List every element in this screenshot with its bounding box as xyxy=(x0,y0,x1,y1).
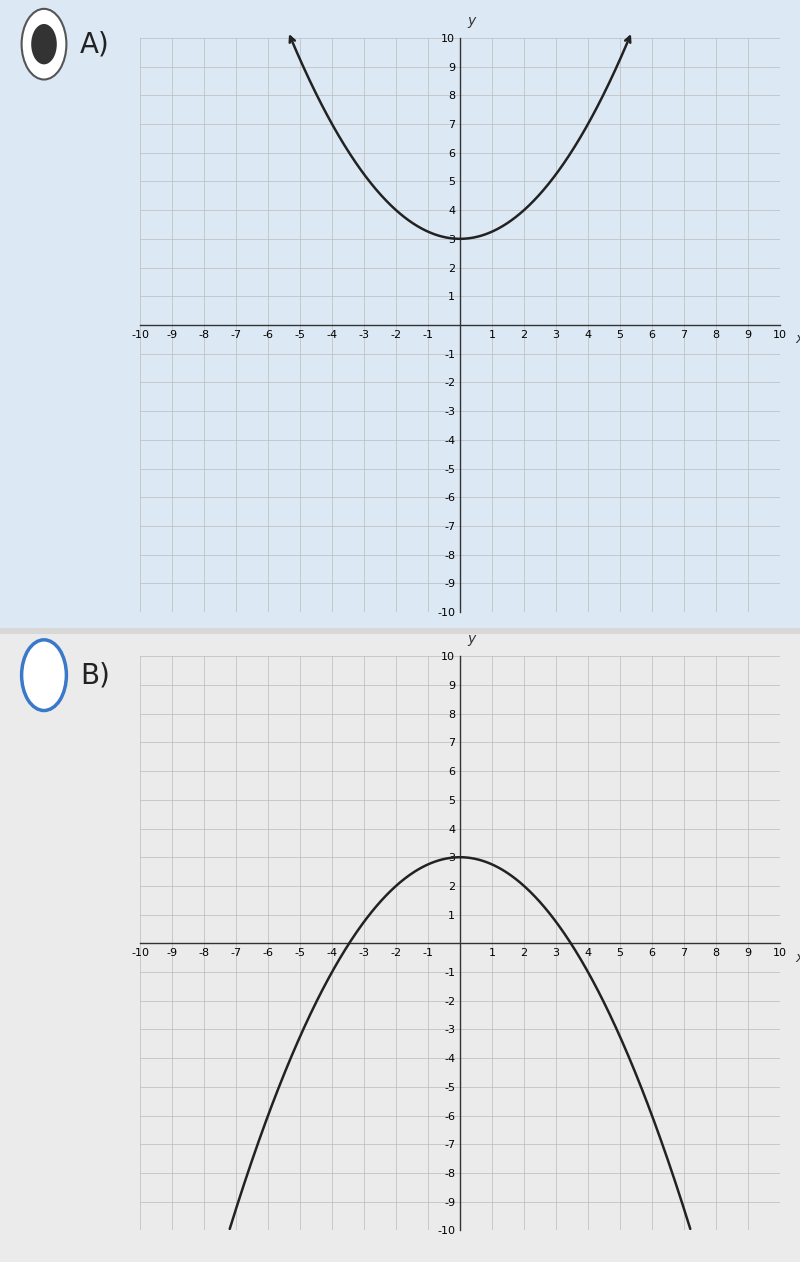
Text: x: x xyxy=(795,332,800,346)
Text: x: x xyxy=(795,950,800,964)
Text: A): A) xyxy=(80,30,110,58)
Text: B): B) xyxy=(80,661,110,689)
Text: y: y xyxy=(467,632,475,646)
Text: y: y xyxy=(467,14,475,28)
